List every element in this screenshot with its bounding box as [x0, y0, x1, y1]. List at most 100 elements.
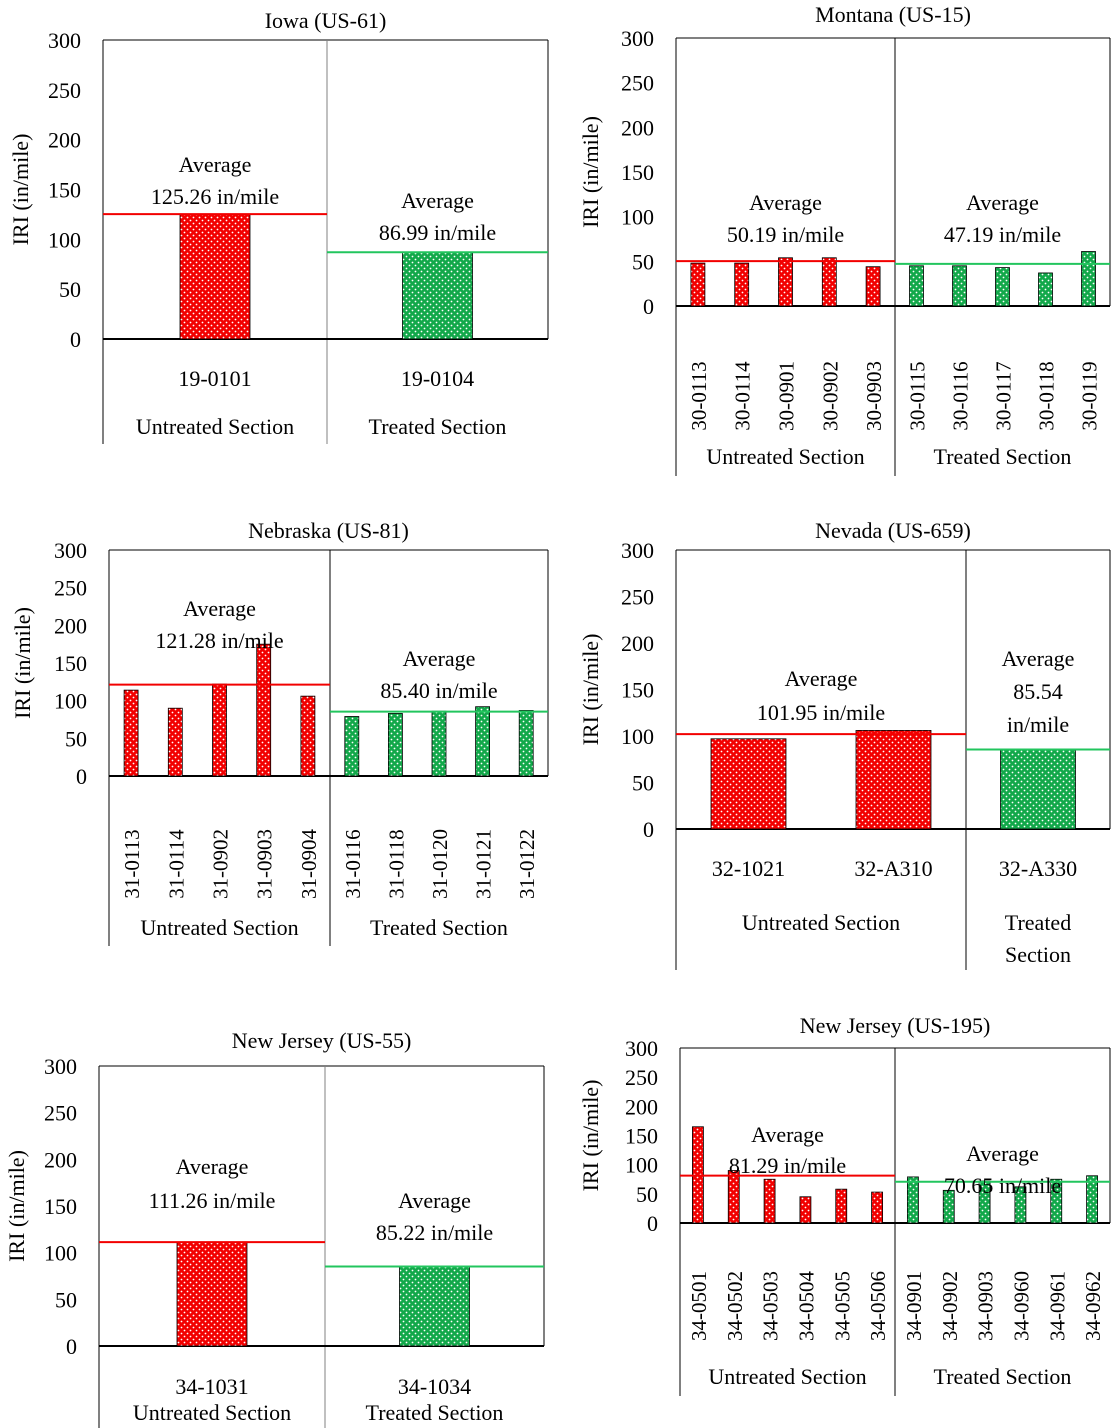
- bar: [179, 213, 251, 340]
- y-tick-label: 300: [621, 538, 654, 563]
- y-tick-label: 150: [48, 178, 81, 203]
- y-tick-label: 250: [48, 78, 81, 103]
- bar: [123, 689, 139, 777]
- x-tick-label: 32-A310: [854, 856, 932, 881]
- chart-title: New Jersey (US-195): [800, 1013, 991, 1038]
- average-annotation: Average: [785, 666, 858, 691]
- x-tick-label: 19-0101: [178, 366, 251, 391]
- chart-panel-4: Nevada (US-659) 0 50 100 150 200 250 300 IRI (in…: [578, 518, 1111, 970]
- x-tick-label: 34-0961: [1045, 1271, 1069, 1341]
- x-tick-label: 31-0902: [209, 829, 233, 899]
- y-tick-label: 250: [625, 1065, 658, 1090]
- y-tick-label: 200: [621, 115, 654, 140]
- x-tick-label: 30-0902: [818, 361, 842, 431]
- y-tick-label: 150: [621, 678, 654, 703]
- average-annotation: Average: [401, 188, 474, 213]
- bar: [300, 695, 316, 777]
- chart-title: Nebraska (US-81): [248, 518, 409, 543]
- chart-title: Nevada (US-659): [815, 518, 971, 543]
- x-tick-label: 30-0115: [906, 361, 930, 430]
- x-tick-label: 30-0113: [687, 361, 711, 430]
- x-tick-label: 30-0117: [992, 361, 1016, 430]
- average-annotation: 50.19 in/mile: [727, 222, 844, 247]
- average-annotation: Average: [403, 646, 476, 671]
- x-tick-label: 34-0506: [866, 1271, 890, 1341]
- average-annotation: 85.40 in/mile: [380, 678, 497, 703]
- y-axis-title: IRI (in/mile): [10, 607, 35, 719]
- y-axis-title: IRI (in/mile): [578, 1080, 603, 1192]
- y-tick-label: 0: [643, 817, 654, 842]
- x-tick-label: 31-0116: [341, 829, 365, 898]
- x-tick-label: 34-0903: [974, 1271, 998, 1341]
- x-tick-label: 19-0104: [401, 366, 474, 391]
- y-tick-label: 0: [643, 294, 654, 319]
- x-tick-label: 30-0116: [949, 361, 973, 430]
- average-annotation: 111.26 in/mile: [149, 1188, 276, 1213]
- average-annotation: Average: [183, 596, 256, 621]
- y-tick-label: 150: [44, 1194, 77, 1219]
- y-tick-label: 200: [44, 1147, 77, 1172]
- average-annotation: 121.28 in/mile: [155, 628, 283, 653]
- chart-panel-6: New Jersey (US-195) 0 50 100 150 200 250 300 IRI…: [578, 1013, 1111, 1396]
- charts-root: Iowa (US-61) 0 50 100 150 200 250 300 IRI (in/mi…: [4, 2, 1111, 1428]
- group-label: Untreated Section: [140, 915, 298, 940]
- average-annotation: 86.99 in/mile: [379, 220, 496, 245]
- x-tick-label: 30-0118: [1035, 361, 1059, 430]
- x-tick-label: 30-0903: [862, 361, 886, 431]
- y-tick-label: 0: [647, 1211, 658, 1236]
- bar: [1050, 1178, 1063, 1224]
- average-annotation: 47.19 in/mile: [944, 222, 1061, 247]
- x-tick-label: 31-0904: [297, 829, 321, 899]
- bar: [835, 1188, 848, 1224]
- average-annotation: 125.26 in/mile: [151, 184, 279, 209]
- group-label: Treated Section: [370, 915, 508, 940]
- x-tick-label: 34-0505: [830, 1271, 854, 1341]
- bar: [1081, 251, 1096, 307]
- y-tick-label: 150: [621, 160, 654, 185]
- y-tick-label: 150: [54, 651, 87, 676]
- chart-panel-5: New Jersey (US-55) 0 50 100 150 200 250 300 IRI …: [4, 1028, 545, 1428]
- y-tick-label: 100: [48, 227, 81, 252]
- group-label: Untreated Section: [706, 444, 864, 469]
- y-tick-label: 50: [55, 1287, 77, 1312]
- y-tick-label: 250: [54, 576, 87, 601]
- average-annotation: Average: [176, 1154, 249, 1179]
- chart-panel-1: Iowa (US-61) 0 50 100 150 200 250 300 IRI (in/mi…: [8, 8, 549, 444]
- bar: [256, 643, 272, 777]
- y-tick-label: 50: [632, 249, 654, 274]
- average-annotation: in/mile: [1007, 712, 1069, 737]
- group-label: Untreated Section: [708, 1364, 866, 1389]
- group-label: Treated: [1005, 910, 1071, 935]
- x-tick-label: 34-0504: [794, 1271, 818, 1341]
- group-label: Untreated Section: [133, 1400, 291, 1425]
- y-tick-label: 250: [621, 71, 654, 96]
- bar: [855, 730, 932, 830]
- y-tick-label: 300: [44, 1054, 77, 1079]
- x-tick-label: 30-0119: [1078, 361, 1102, 430]
- y-tick-label: 300: [48, 28, 81, 53]
- y-tick-label: 0: [70, 327, 81, 352]
- average-annotation: Average: [398, 1188, 471, 1213]
- y-tick-label: 50: [636, 1182, 658, 1207]
- chart-title: New Jersey (US-55): [232, 1028, 412, 1053]
- bar: [710, 738, 787, 830]
- x-tick-label: 32-1021: [712, 856, 785, 881]
- bar: [734, 262, 750, 307]
- y-tick-label: 100: [44, 1241, 77, 1266]
- y-tick-label: 150: [625, 1124, 658, 1149]
- group-label: Treated Section: [934, 1364, 1072, 1389]
- average-annotation: Average: [749, 190, 822, 215]
- y-tick-label: 250: [621, 585, 654, 610]
- x-tick-label: 34-0503: [759, 1271, 783, 1341]
- y-tick-label: 300: [54, 538, 87, 563]
- x-tick-label: 31-0120: [428, 829, 452, 899]
- y-tick-label: 100: [621, 724, 654, 749]
- average-annotation: 81.29 in/mile: [729, 1153, 846, 1178]
- group-label: Treated Section: [934, 444, 1072, 469]
- x-tick-label: 34-1031: [175, 1374, 248, 1399]
- y-tick-label: 50: [59, 277, 81, 302]
- bar: [942, 1189, 955, 1224]
- y-tick-label: 0: [66, 1334, 77, 1359]
- x-tick-label: 30-0901: [775, 361, 799, 431]
- bar: [212, 683, 227, 777]
